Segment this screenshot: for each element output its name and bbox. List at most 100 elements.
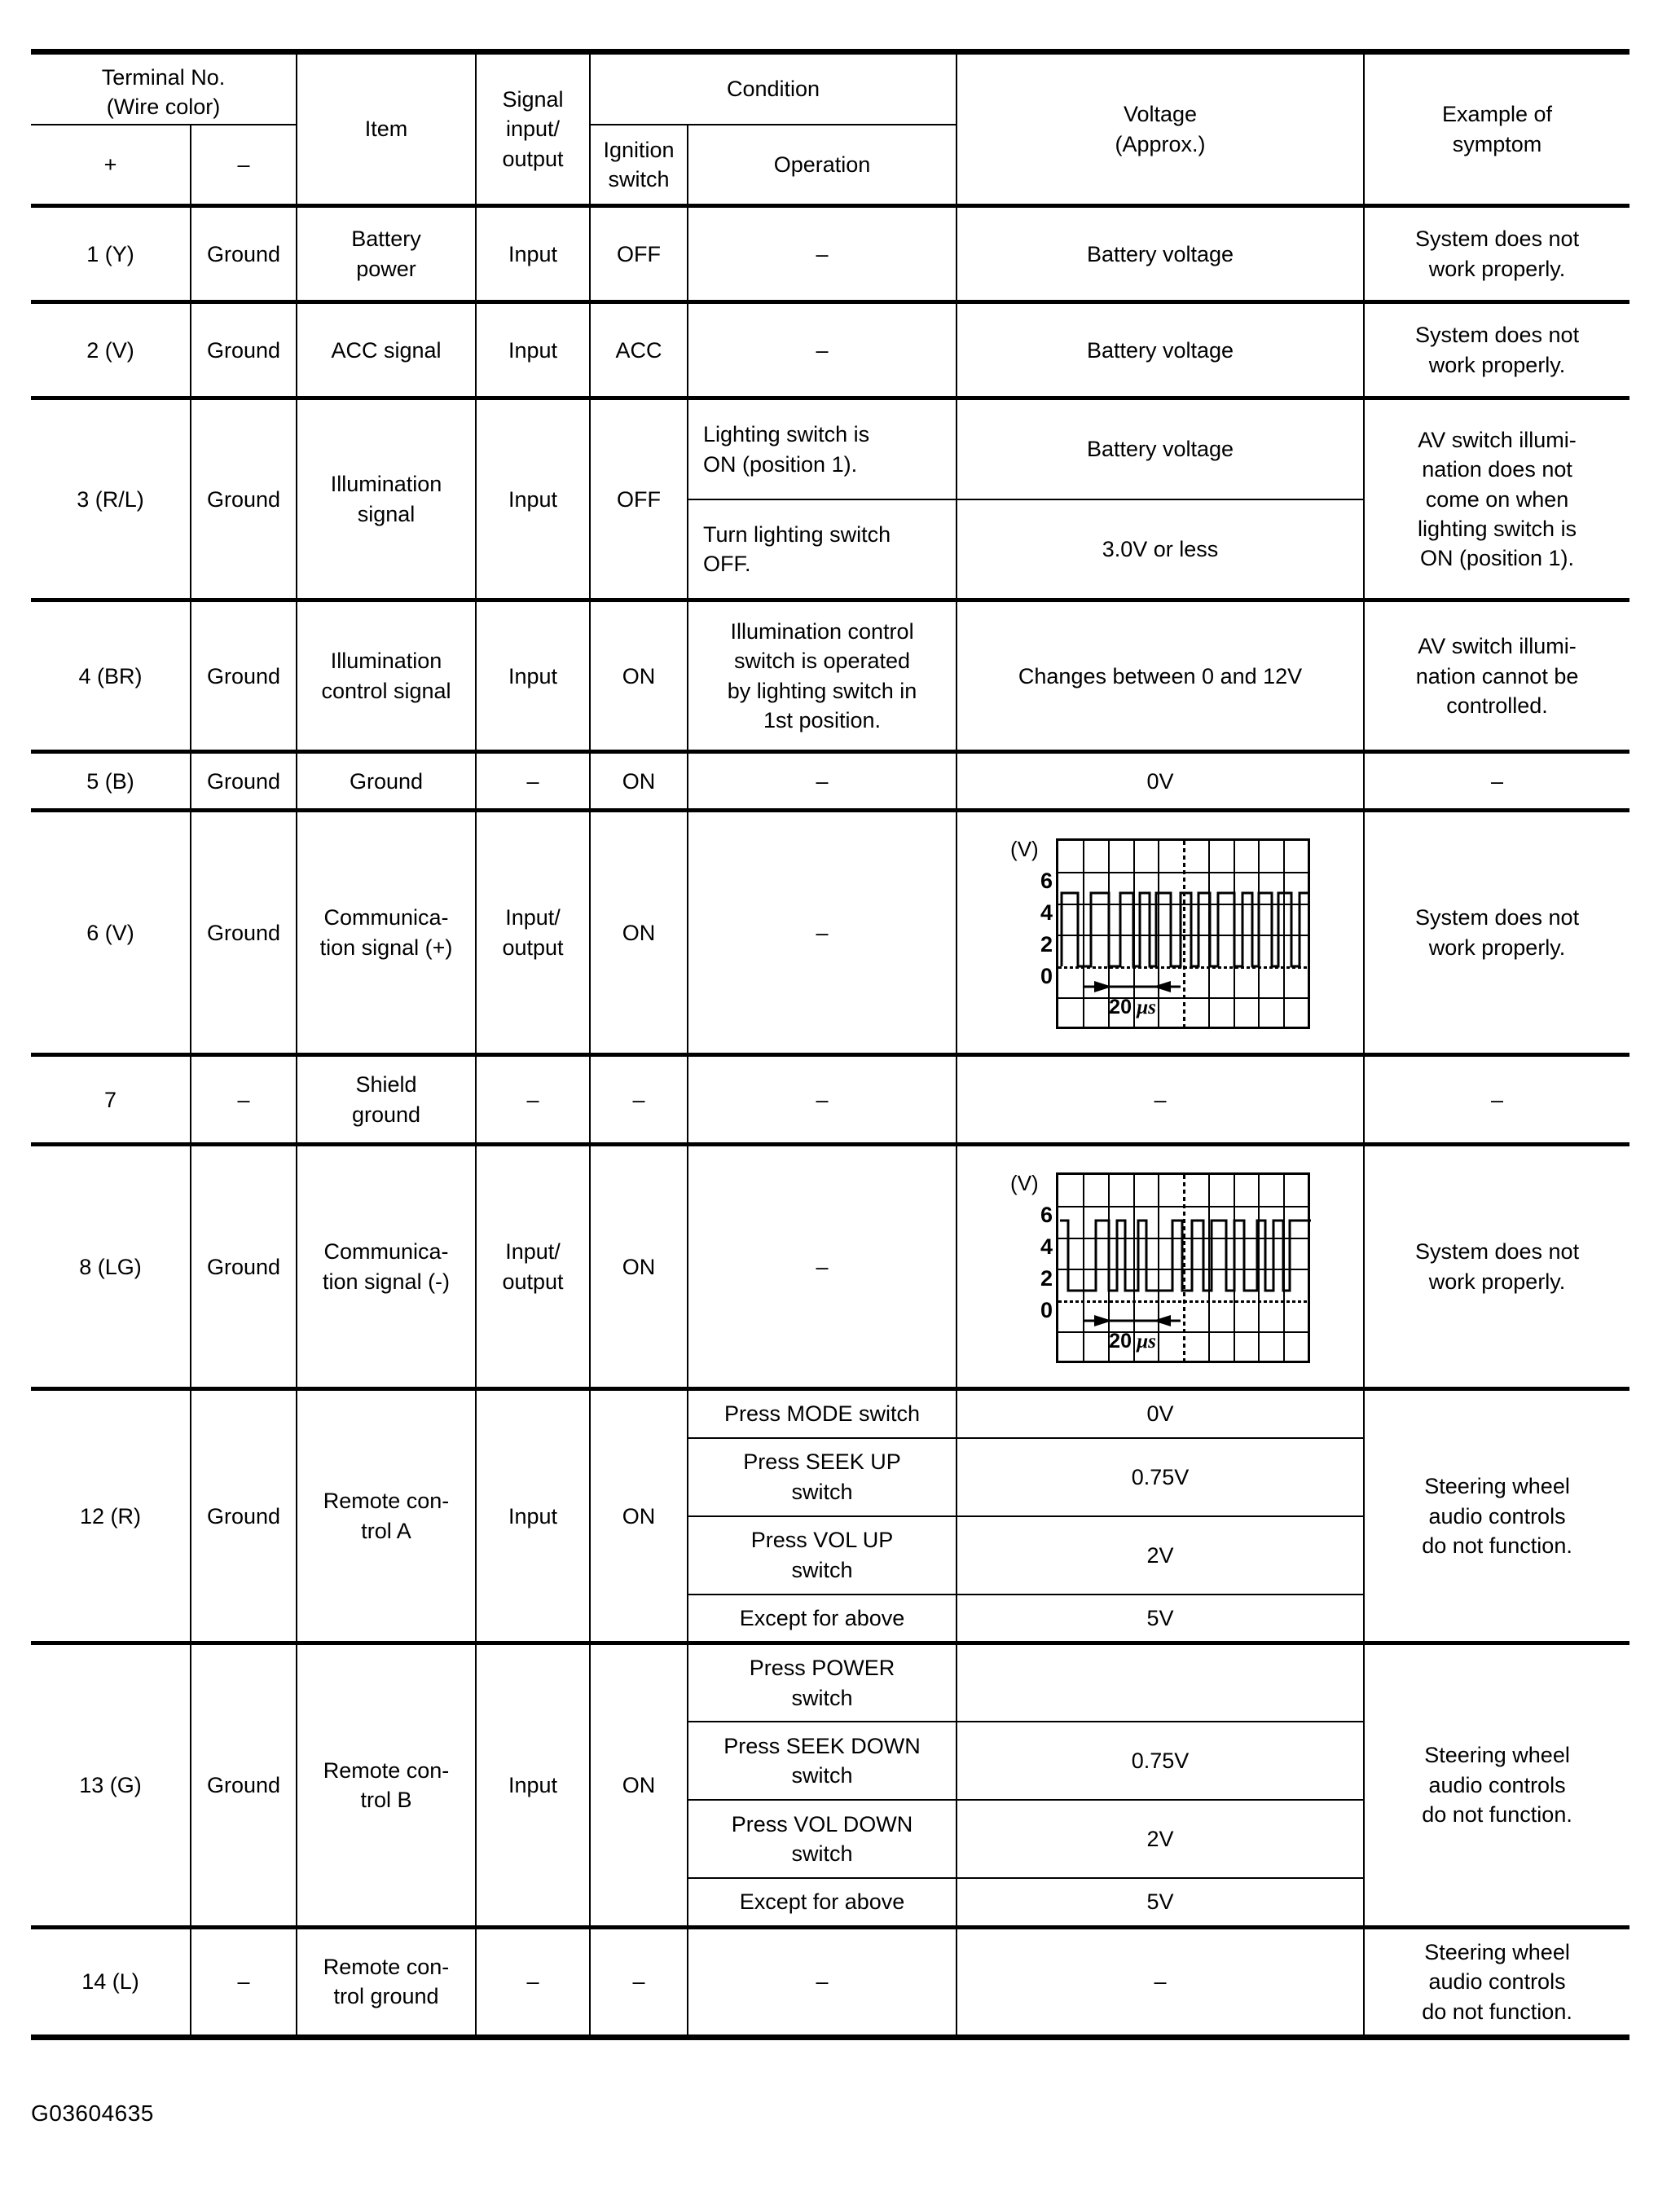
cell-item-line1: Illumination xyxy=(330,472,442,497)
oscilloscope-figure: (V) 6 4 2 0 xyxy=(961,1168,1360,1366)
cell-operation-line1: Except for above xyxy=(739,1605,905,1630)
cell-operation-line4: 1st position. xyxy=(763,708,882,733)
cell-terminal: 3 (R/L) xyxy=(31,397,191,601)
table-subrow: Press VOL DOWN switch 2V xyxy=(31,1799,1629,1880)
cell-operation-line1: Press POWER xyxy=(749,1656,895,1681)
cell-signal-io: Input/ output xyxy=(475,809,592,1056)
table-subrow: Press SEEK DOWN switch 0.75V xyxy=(31,1721,1629,1801)
scope-unit-label: (V) xyxy=(1010,836,1039,861)
cell-operation: Illumination control switch is operated … xyxy=(687,599,958,753)
cell-operation-line1: Press SEEK UP xyxy=(743,1449,901,1475)
scope-grid: 20 μs xyxy=(1056,838,1311,1029)
cell-symptom: – xyxy=(1363,1054,1630,1146)
scope-tick-0: 0 xyxy=(1040,963,1053,988)
cell-operation: Press SEEK UP switch xyxy=(688,1436,958,1517)
cell-symptom-line2: audio controls xyxy=(1428,1503,1566,1529)
cell-symptom-line1: System does not xyxy=(1414,227,1580,252)
cell-symptom-line3: do not function. xyxy=(1422,1999,1572,2024)
cell-terminal: 14 (L) xyxy=(31,1926,191,2039)
header-ignition-line2: switch xyxy=(608,167,670,192)
cell-operation-line1: Press SEEK DOWN xyxy=(723,1733,921,1758)
cell-item-line1: Communica- xyxy=(323,1239,449,1265)
header-symptom: Example of symptom xyxy=(1363,51,1630,207)
cell-ignition: ACC xyxy=(589,301,689,399)
cell-item: Illumination signal xyxy=(296,397,477,601)
scope-tick-4: 4 xyxy=(1040,900,1053,925)
cell-terminal: 8 (LG) xyxy=(31,1143,191,1390)
table-row: 8 (LG) Ground Communica- tion signal (-)… xyxy=(31,1143,1630,1390)
cell-operation-line1: Except for above xyxy=(739,1889,905,1915)
cell-symptom: System does not work properly. xyxy=(1363,1143,1630,1390)
cell-minus: Ground xyxy=(189,1388,298,1644)
cell-terminal: 7 xyxy=(31,1054,191,1146)
header-voltage-line2: (Approx.) xyxy=(1115,131,1206,156)
scope-grid: 20 μs xyxy=(1056,1172,1312,1363)
spec-table-page: Terminal No. (Wire color) Item Signal in… xyxy=(31,49,1630,2040)
scope-tick-6: 6 xyxy=(1040,868,1053,893)
cell-symptom-line1: System does not xyxy=(1414,905,1580,930)
cell-operation: Press SEEK DOWN switch xyxy=(688,1721,958,1801)
cell-operation-line1: Press MODE switch xyxy=(724,1401,921,1427)
cell-signal-io: Input/ output xyxy=(475,1143,592,1390)
cell-signal-line1: Input/ xyxy=(505,1239,561,1265)
scope-time-label: 20 μs xyxy=(1080,1328,1185,1356)
scope-time-marker: 20 μs xyxy=(1080,979,1185,1022)
cell-voltage: – xyxy=(956,1054,1366,1146)
cell-symptom-line2: nation does not xyxy=(1422,457,1572,482)
cell-ignition: ON xyxy=(589,1388,689,1644)
cell-ignition: ON xyxy=(589,1143,689,1390)
cell-minus: Ground xyxy=(189,1642,298,1929)
cell-symptom: – xyxy=(1363,750,1630,812)
oscilloscope-figure: (V) 6 4 2 0 xyxy=(961,834,1360,1032)
header-row-1: Terminal No. (Wire color) Item Signal in… xyxy=(31,51,1630,207)
cell-item-line2: power xyxy=(356,256,416,281)
table-row: 3 (R/L) Ground Illumination signal Input… xyxy=(31,397,1630,601)
cell-symptom-line2: work properly. xyxy=(1428,352,1566,377)
cell-symptom-line3: controlled. xyxy=(1446,693,1548,719)
terminal-voltage-table: Terminal No. (Wire color) Item Signal in… xyxy=(31,49,1630,2040)
cell-voltage: 5V xyxy=(956,1593,1365,1644)
cell-minus: – xyxy=(189,1054,298,1146)
cell-signal-io: Input xyxy=(475,205,592,303)
cell-signal-io: Input xyxy=(475,1388,592,1644)
header-signal-io-line2: input/ xyxy=(505,117,561,142)
header-signal-io-line1: Signal xyxy=(502,87,564,112)
cell-symptom-line2: work properly. xyxy=(1428,256,1566,281)
cell-symptom-line1: AV switch illumi- xyxy=(1418,427,1577,452)
cell-signal-io: Input xyxy=(475,599,592,753)
cell-voltage: 2V xyxy=(956,1515,1365,1595)
header-ignition-switch: Ignition switch xyxy=(589,123,689,209)
cell-terminal: 2 (V) xyxy=(31,301,191,399)
cell-item-line2: control signal xyxy=(321,678,451,703)
cell-operation-line1: Turn lighting switch xyxy=(703,521,891,547)
cell-item-line1: Remote con- xyxy=(323,1489,450,1514)
cell-item-line1: Remote con- xyxy=(323,1757,450,1783)
cell-symptom-line3: do not function. xyxy=(1422,1533,1572,1559)
scope-time-unit: μs xyxy=(1137,1331,1156,1353)
cell-symptom: System does not work properly. xyxy=(1363,301,1630,399)
cell-symptom-line2: work properly. xyxy=(1428,935,1566,960)
cell-item: Communica- tion signal (-) xyxy=(296,1143,477,1390)
cell-voltage: Battery voltage xyxy=(956,301,1366,399)
cell-operation-line3: by lighting switch in xyxy=(727,678,917,703)
cell-symptom-line3: do not function. xyxy=(1422,1802,1572,1828)
scope-trace-minus xyxy=(1060,1219,1312,1292)
header-terminal-no-line1: Terminal No. xyxy=(101,65,226,90)
cell-item-line1: Shield xyxy=(355,1072,417,1098)
cell-voltage: 0V xyxy=(956,1388,1366,1439)
scope-time-label: 20 μs xyxy=(1080,994,1185,1022)
cell-ignition: OFF xyxy=(589,397,689,601)
cell-operation-line1: Press VOL UP xyxy=(750,1528,894,1553)
cell-item-line2: trol ground xyxy=(333,1984,439,2009)
cell-operation-line2: switch xyxy=(791,1557,853,1582)
cell-symptom-line1: Steering wheel xyxy=(1424,1743,1570,1768)
cell-symptom-line1: System does not xyxy=(1414,323,1580,348)
cell-item-line2: tion signal (-) xyxy=(322,1269,451,1294)
cell-operation: – xyxy=(687,1143,958,1390)
cell-ignition: ON xyxy=(589,599,689,753)
cell-minus: Ground xyxy=(189,301,298,399)
cell-operation-line2: OFF. xyxy=(703,552,751,577)
table-row: 7 – Shield ground – – – – – xyxy=(31,1054,1630,1146)
cell-item-line2: trol A xyxy=(361,1518,411,1543)
table-row: 2 (V) Ground ACC signal Input ACC – Batt… xyxy=(31,301,1630,399)
